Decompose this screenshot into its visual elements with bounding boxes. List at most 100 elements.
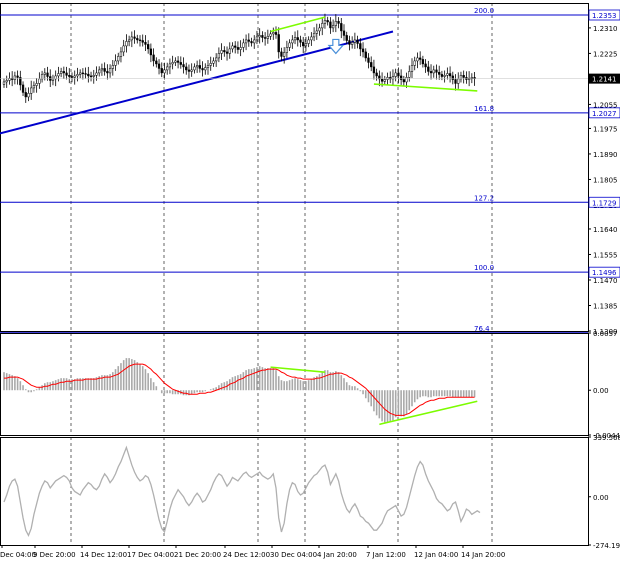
macd-tick-label: 0.00 bbox=[593, 387, 609, 395]
candle-body bbox=[16, 75, 19, 78]
candle-body bbox=[195, 65, 199, 68]
candle-body bbox=[127, 39, 131, 42]
candle-body bbox=[108, 68, 112, 74]
time-tick-label: 30 Dec 04:00 bbox=[270, 551, 317, 559]
fibo-price-label: 1.2353 bbox=[592, 12, 617, 20]
candle-body bbox=[174, 60, 177, 63]
candle-body bbox=[293, 37, 297, 41]
candle-body bbox=[87, 73, 90, 77]
candle-body bbox=[356, 39, 359, 44]
candle-body bbox=[315, 30, 318, 34]
candle-body bbox=[326, 20, 329, 23]
macd-tick-label: -0.00446 bbox=[593, 432, 620, 440]
candle-body bbox=[171, 62, 174, 65]
candle-body bbox=[342, 30, 346, 36]
candle-body bbox=[35, 83, 38, 86]
candle-body bbox=[432, 69, 435, 74]
candle-body bbox=[198, 65, 201, 69]
candle-body bbox=[269, 33, 272, 37]
candle-body bbox=[215, 57, 218, 62]
time-tick-label: 14 Jan 20:00 bbox=[461, 551, 505, 559]
candle-body bbox=[65, 72, 68, 76]
candle-body bbox=[95, 72, 98, 76]
fibo-level-label: 76.4 bbox=[474, 325, 490, 333]
candle-body bbox=[133, 36, 136, 39]
price-tick-label: 1.1470 bbox=[593, 277, 618, 285]
candle-body bbox=[98, 69, 101, 74]
time-tick-label: 12 Jan 04:00 bbox=[414, 551, 458, 559]
candle-body bbox=[454, 79, 457, 84]
fibo-price-box bbox=[588, 9, 620, 21]
candle-body bbox=[307, 39, 310, 44]
candle-body bbox=[446, 73, 449, 76]
candle-body bbox=[201, 68, 204, 71]
candle-body bbox=[378, 75, 381, 80]
candle-body bbox=[166, 66, 169, 71]
candle-body bbox=[21, 84, 25, 93]
candle-body bbox=[291, 39, 294, 44]
candle-body bbox=[223, 50, 226, 53]
candle-body bbox=[5, 80, 8, 83]
candle-body bbox=[334, 21, 337, 26]
candle-body bbox=[179, 62, 182, 65]
macd-divergence-line bbox=[379, 400, 478, 426]
candle-body bbox=[239, 47, 242, 50]
cci-tick-label: 0.00 bbox=[593, 494, 609, 502]
candle-body bbox=[54, 75, 57, 80]
candle-body bbox=[228, 48, 231, 54]
candle-body bbox=[440, 74, 444, 77]
current-price-box bbox=[589, 73, 620, 84]
candle-body bbox=[152, 54, 155, 62]
candle-body bbox=[318, 27, 321, 32]
candle-body bbox=[337, 21, 340, 24]
candle-body bbox=[255, 36, 259, 41]
price-divergence-line bbox=[373, 83, 478, 92]
candle-body bbox=[380, 78, 384, 82]
cci-panel-frame bbox=[0, 437, 589, 546]
time-tick-label: 24 Dec 12:00 bbox=[223, 551, 270, 559]
candle-body bbox=[155, 60, 158, 65]
candle-body bbox=[204, 67, 207, 71]
candle-body bbox=[416, 57, 419, 62]
candle-body bbox=[467, 78, 471, 80]
candle-body bbox=[40, 74, 44, 80]
candle-body bbox=[76, 74, 79, 77]
cci-tick-label: 339.568 bbox=[593, 434, 620, 442]
cci-tick-label: -274.194 bbox=[593, 542, 620, 550]
candle-body bbox=[266, 36, 269, 39]
candle-body bbox=[413, 60, 416, 66]
candle-body bbox=[345, 35, 348, 41]
candle-body bbox=[59, 71, 63, 74]
candle-body bbox=[141, 40, 144, 43]
time-tick-label: 14 Dec 12:00 bbox=[80, 551, 127, 559]
candle-body bbox=[220, 50, 223, 54]
candle-body bbox=[231, 45, 234, 50]
candle-body bbox=[405, 77, 408, 83]
candle-body bbox=[160, 68, 163, 74]
time-tick-label: Dec 04:00 bbox=[0, 551, 36, 559]
fibo-price-box bbox=[588, 266, 620, 278]
fibo-price-box bbox=[588, 107, 620, 119]
candle-body bbox=[470, 77, 473, 79]
time-tick-label: 21 Dec 20:00 bbox=[174, 551, 221, 559]
candle-body bbox=[419, 57, 422, 60]
fibo-level-label: 200.0 bbox=[474, 7, 494, 15]
price-tick-label: 1.1385 bbox=[593, 302, 618, 310]
candle-body bbox=[57, 73, 60, 77]
candle-body bbox=[410, 65, 414, 72]
candle-body bbox=[242, 42, 245, 48]
price-tick-label: 1.2310 bbox=[593, 25, 618, 33]
fibo-level-label: 100.0 bbox=[474, 264, 494, 272]
candle-body bbox=[421, 59, 425, 65]
candle-body bbox=[351, 42, 354, 45]
candle-body bbox=[19, 77, 22, 86]
candle-body bbox=[100, 68, 104, 71]
macd-panel: 0.0057 0.00 -0.00446 bbox=[0, 330, 620, 440]
price-tick-label: 1.2225 bbox=[593, 50, 618, 58]
candle-body bbox=[84, 73, 87, 75]
candle-body bbox=[304, 43, 308, 47]
candle-body bbox=[190, 69, 193, 72]
candle-body bbox=[274, 32, 278, 35]
price-tick-label: 1.1890 bbox=[593, 151, 618, 159]
candle-body bbox=[163, 69, 166, 74]
